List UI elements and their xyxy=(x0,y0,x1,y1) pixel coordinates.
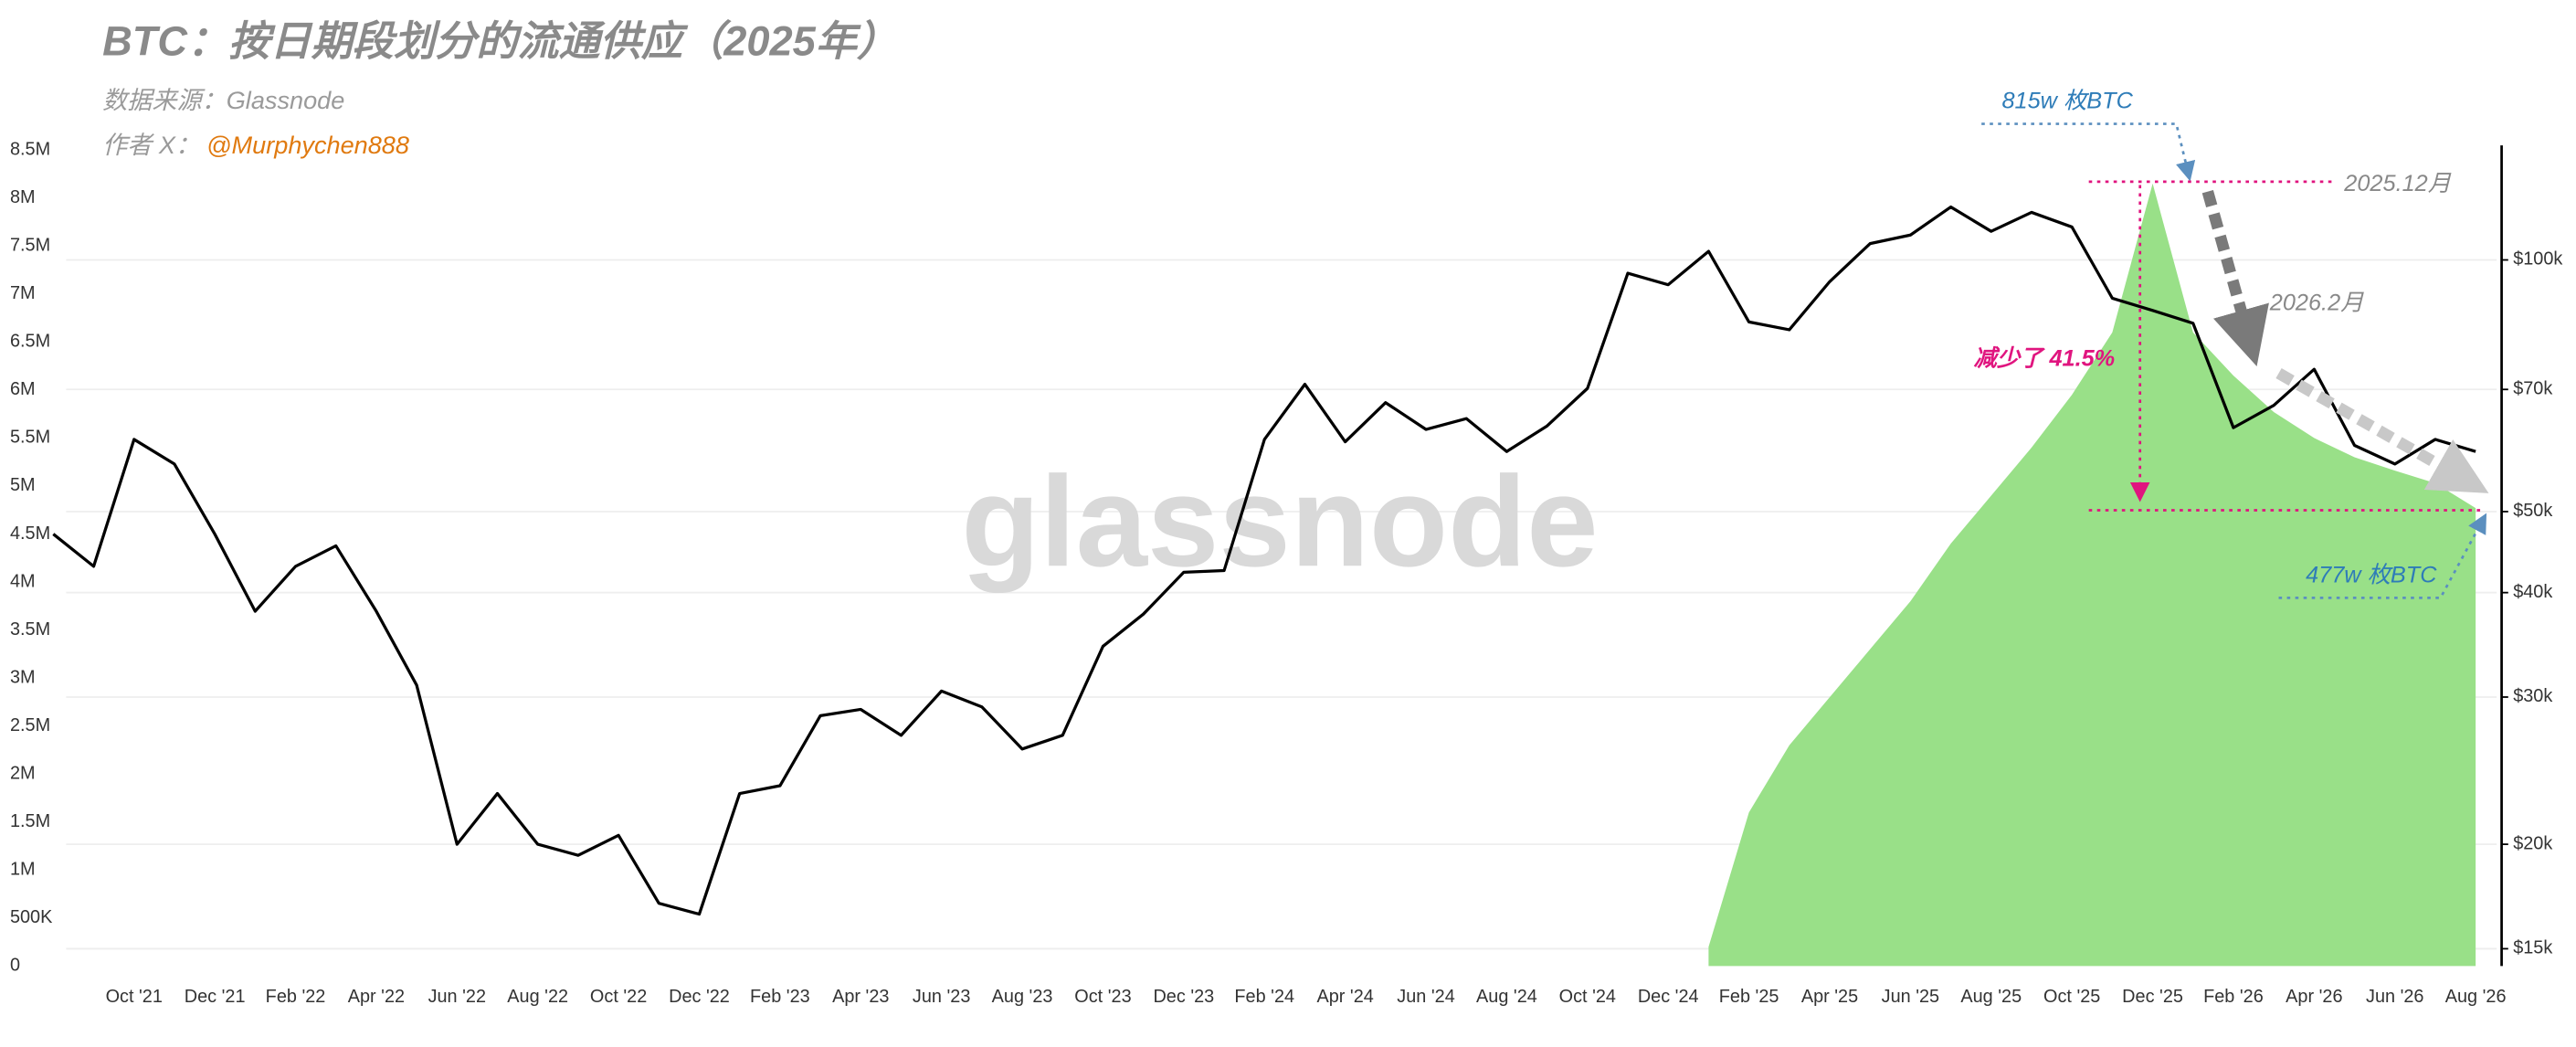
x-tick-label: Jun '26 xyxy=(2366,987,2423,1007)
x-tick-label: Aug '22 xyxy=(507,987,568,1007)
arrow xyxy=(2201,189,2269,367)
y-tick-label: 8M xyxy=(10,187,36,207)
x-tick-label: Apr '24 xyxy=(1316,987,1373,1007)
x-tick-label: Dec '23 xyxy=(1153,987,1214,1007)
y-tick-label: 8.5M xyxy=(10,139,50,159)
x-tick-label: Dec '25 xyxy=(2122,987,2183,1007)
y2-tick-label: $30k xyxy=(2513,686,2552,706)
y-tick-label: 6M xyxy=(10,379,36,399)
annotation: 2025.12月 xyxy=(2343,171,2451,196)
price-line xyxy=(52,205,2476,916)
x-tick-label: Oct '25 xyxy=(2043,987,2100,1007)
y-tick-label: 6.5M xyxy=(10,332,50,352)
grid xyxy=(66,259,2497,950)
area xyxy=(1708,183,2476,967)
y2-tick-label: $40k xyxy=(2513,582,2552,602)
annotation: 815w 枚BTC xyxy=(2001,89,2133,114)
x-tick-label: Feb '24 xyxy=(1234,987,1294,1007)
y2-tick-label: $50k xyxy=(2513,501,2552,521)
x-tick-label: Aug '26 xyxy=(2445,987,2507,1007)
x-tick-label: Feb '26 xyxy=(2203,987,2264,1007)
x-tick-label: Jun '25 xyxy=(1882,987,1939,1007)
y-tick-label: 0 xyxy=(10,956,20,976)
x-tick-label: Apr '26 xyxy=(2286,987,2342,1007)
y-tick-label: 500K xyxy=(10,907,53,927)
x-tick-label: Dec '21 xyxy=(185,987,246,1007)
x-tick-label: Oct '24 xyxy=(1559,987,1616,1007)
arrow xyxy=(1981,122,2196,182)
x-tick-label: Jun '24 xyxy=(1397,987,1454,1007)
annotation: 477w 枚BTC xyxy=(2306,563,2437,588)
y2-tick-label: $70k xyxy=(2513,379,2552,399)
x-tick-label: Feb '22 xyxy=(266,987,326,1007)
x-tick-label: Aug '25 xyxy=(1960,987,2022,1007)
author-label: 作者 X： xyxy=(102,131,200,159)
x-tick-label: Oct '23 xyxy=(1074,987,1131,1007)
x-tick-label: Apr '25 xyxy=(1801,987,1858,1007)
x-tick-label: Apr '23 xyxy=(832,987,889,1007)
annotation: 减少了 41.5% xyxy=(1974,346,2116,372)
x-tick-label: Apr '22 xyxy=(348,987,405,1007)
arrow xyxy=(2275,368,2489,493)
y-tick-label: 1.5M xyxy=(10,811,50,831)
y-tick-label: 2M xyxy=(10,763,36,783)
y-tick-label: 4.5M xyxy=(10,524,50,544)
y-tick-label: 4M xyxy=(10,571,36,591)
x-tick-label: Jun '23 xyxy=(913,987,970,1007)
y-tick-label: 3.5M xyxy=(10,619,50,640)
x-tick-label: Oct '21 xyxy=(106,987,163,1007)
y2-tick-label: $20k xyxy=(2513,833,2552,853)
x-tick-label: Feb '25 xyxy=(1719,987,1779,1007)
y-tick-label: 5.5M xyxy=(10,428,50,448)
x-tick-label: Aug '23 xyxy=(992,987,1053,1007)
plot xyxy=(52,183,2476,967)
y-tick-label: 5M xyxy=(10,475,36,495)
x-tick-label: Jun '22 xyxy=(428,987,486,1007)
annotation: 2026.2月 xyxy=(2269,290,2364,315)
x-tick-label: Dec '24 xyxy=(1638,987,1699,1007)
y2-tick-label: $100k xyxy=(2513,249,2562,270)
author: @Murphychen888 xyxy=(206,131,409,159)
y-tick-label: 1M xyxy=(10,860,36,880)
x-tick-label: Aug '24 xyxy=(1476,987,1537,1007)
y-tick-label: 7M xyxy=(10,283,36,303)
subtitle: 数据来源：Glassnode xyxy=(102,86,344,114)
x-tick-label: Feb '23 xyxy=(750,987,810,1007)
x-tick-label: Dec '22 xyxy=(669,987,730,1007)
y-tick-label: 7.5M xyxy=(10,235,50,255)
watermark: glassnode xyxy=(961,449,1598,593)
chart-title: BTC：按日期段划分的流通供应（2025年） xyxy=(102,18,898,65)
x-tick-label: Oct '22 xyxy=(590,987,647,1007)
y-tick-label: 3M xyxy=(10,667,36,687)
y-tick-label: 2.5M xyxy=(10,715,50,735)
y2-tick-label: $15k xyxy=(2513,938,2552,958)
decorations xyxy=(1981,122,2489,599)
